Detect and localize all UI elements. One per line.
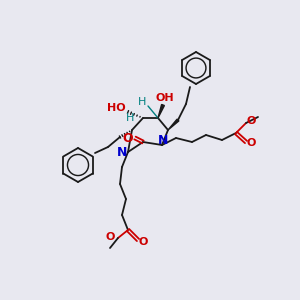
Text: O: O [123, 131, 133, 145]
Text: HO: HO [107, 103, 125, 113]
Text: O: O [105, 232, 115, 242]
Text: H: H [126, 113, 134, 123]
Text: O: O [246, 116, 256, 126]
Text: O: O [246, 138, 256, 148]
Text: O: O [138, 237, 148, 247]
Polygon shape [168, 119, 179, 130]
Polygon shape [158, 104, 164, 118]
Text: N: N [117, 146, 127, 158]
Text: OH: OH [156, 93, 174, 103]
Text: H: H [138, 97, 146, 107]
Text: N: N [158, 134, 168, 146]
